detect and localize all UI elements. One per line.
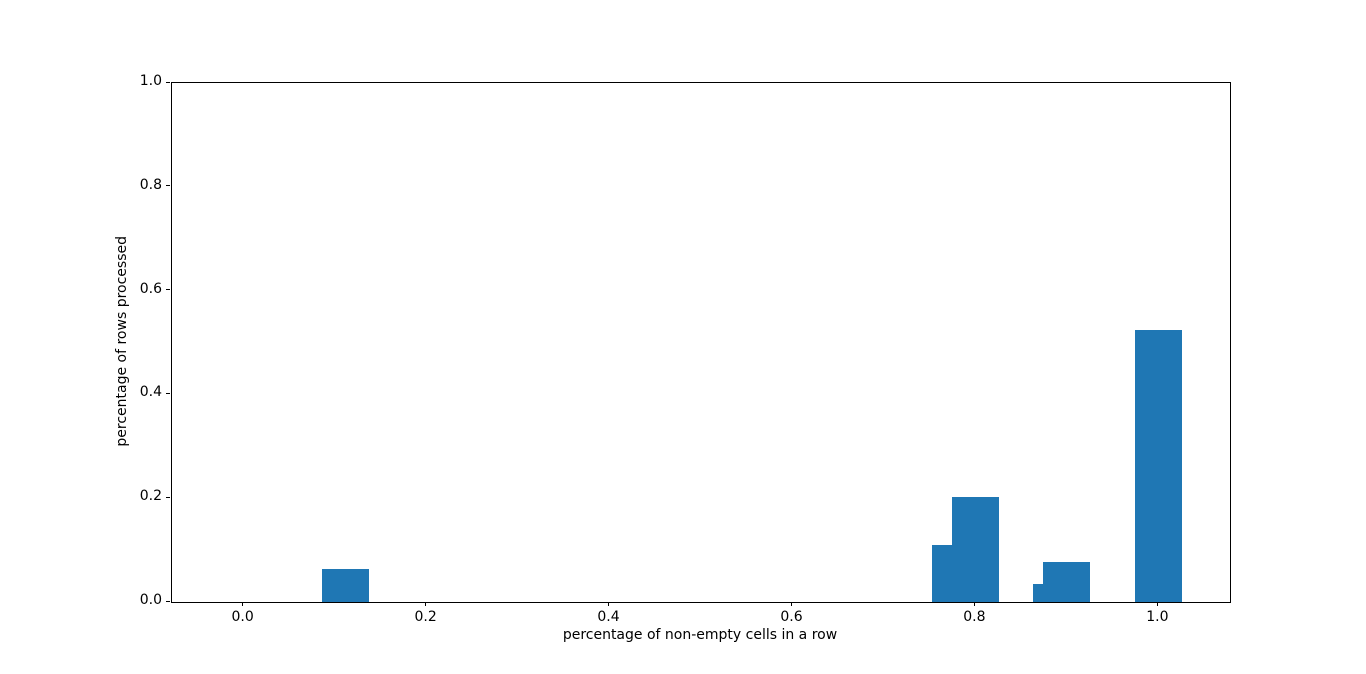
y-axis-label-container: percentage of rows processed bbox=[112, 82, 132, 601]
histogram-bar bbox=[321, 569, 369, 602]
x-tick-label: 0.8 bbox=[963, 609, 986, 625]
x-tick-mark bbox=[608, 602, 609, 606]
x-tick-mark bbox=[973, 602, 975, 606]
y-tick-label: 0.2 bbox=[139, 488, 162, 505]
x-tick-label: 0.2 bbox=[414, 609, 437, 625]
x-tick-label: 1.0 bbox=[1146, 609, 1169, 625]
x-axis-label: percentage of non-empty cells in a row bbox=[562, 627, 838, 643]
histogram-bar bbox=[1043, 561, 1091, 602]
x-tick-label: 0.0 bbox=[231, 609, 254, 625]
y-tick-mark bbox=[166, 392, 170, 394]
histogram-bar bbox=[951, 497, 999, 602]
y-tick-mark bbox=[166, 289, 170, 291]
x-tick-mark bbox=[242, 602, 244, 606]
y-tick-label: 1.0 bbox=[139, 73, 162, 89]
histogram-bar bbox=[1134, 329, 1182, 602]
y-axis-label: percentage of rows processed bbox=[114, 236, 130, 447]
y-tick-mark bbox=[166, 185, 170, 187]
y-tick-mark bbox=[166, 600, 170, 602]
y-tick-mark bbox=[166, 496, 170, 498]
x-tick-mark bbox=[1156, 602, 1158, 606]
y-tick-mark bbox=[166, 81, 170, 83]
x-tick-label: 0.4 bbox=[597, 609, 620, 625]
y-tick-label: 0.4 bbox=[139, 384, 162, 401]
x-tick-mark bbox=[791, 602, 792, 606]
y-tick-label: 0.6 bbox=[139, 280, 162, 297]
plot-area bbox=[171, 82, 1231, 603]
x-tick-mark bbox=[425, 602, 427, 606]
y-tick-label: 0.8 bbox=[139, 176, 162, 193]
y-tick-label: 0.0 bbox=[139, 592, 162, 608]
x-tick-label: 0.6 bbox=[780, 609, 803, 625]
